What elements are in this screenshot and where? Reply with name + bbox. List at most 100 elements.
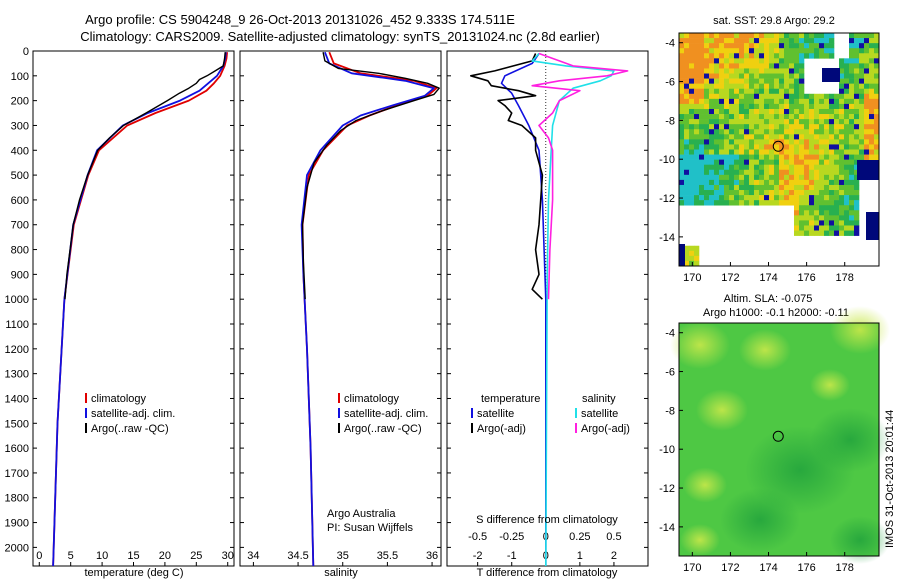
sst-cell [734,68,740,74]
sst-cell [774,169,780,176]
sst-cell [724,179,730,186]
sst-cell [744,200,750,206]
sst-cell [754,83,760,90]
temperature-legend: climatology satellite-adj. clim. Argo(..… [85,393,175,435]
sst-cell [869,103,875,110]
sst-cell [714,124,720,130]
sst-cell [794,164,800,171]
sst-cell [809,215,815,221]
sst-cell [774,48,780,54]
sst-cell [724,108,730,115]
legend-label-argo: Argo(..raw -QC) [344,423,422,435]
sst-cell [779,83,785,90]
sst-cell [734,174,740,181]
sst-cell [704,48,710,54]
sst-cell [694,88,700,95]
sst-cell [794,124,800,130]
sst-cell [694,149,700,155]
sst-cell [824,225,830,231]
sst-cell [769,83,775,90]
sst-cell [804,93,810,100]
sst-cell [684,190,690,196]
sst-cell [839,88,845,95]
sst-cell [784,144,790,150]
sst-cell [679,149,685,155]
sst-cell [754,169,760,176]
sst-cell [794,68,800,74]
sst-cell [779,68,785,74]
sst-cell [784,129,790,135]
title-line1: Argo profile: CS 5904248_9 26-Oct-2013 2… [85,12,515,27]
sst-cell [809,174,815,181]
sst-cell [744,169,750,176]
sst-cell [784,154,790,160]
sst-cell [789,98,795,105]
sst-cell [844,108,850,115]
sst-cell [874,114,880,120]
sst-cell [814,119,820,125]
sst-cell [819,169,825,176]
sst-cell [814,139,820,145]
sst-cell [804,225,810,231]
sst-cell [849,190,855,196]
sst-cell [824,149,830,155]
sst-cell [824,93,830,100]
sst-cell [759,159,765,165]
sst-cell [684,114,690,120]
sla-map-subtitle: Argo h1000: -0.1 h2000: -0.11 [703,307,849,319]
sst-cell [714,53,720,59]
difference-legend: temperature satellite Argo(-adj) salinit… [471,393,630,526]
sst-cell [809,48,815,54]
sst-cell [809,98,815,105]
sst-cell [734,83,740,90]
sst-cell [799,83,805,90]
sst-cell [809,103,815,110]
sst-cell [774,58,780,64]
sst-cell [789,33,795,39]
sst-cell [799,33,805,39]
sst-cell [869,114,875,120]
sst-cell [824,124,830,130]
sst-cell [724,164,730,171]
sst-cell [684,108,690,115]
sst-cell [689,144,695,150]
sst-cell [774,83,780,90]
sst-cell [834,129,840,135]
sst-cell [804,159,810,165]
legend-title-temperature: temperature [481,393,540,405]
sst-cell [699,33,705,39]
sst-cell [759,119,765,125]
sst-cell [834,179,840,186]
salinity-line-satellite-adj-clim- [300,51,435,566]
sst-cell [709,164,715,171]
sst-cell [794,144,800,150]
sst-cell [699,43,705,49]
sst-cell [839,190,845,196]
sst-cell [799,205,805,211]
sst-cell [699,38,705,44]
sst-cell [699,134,705,140]
sst-cell [779,174,785,181]
sst-cell [789,114,795,120]
sst-cell [744,48,750,54]
sst-cell [854,134,860,140]
sst-cell [689,190,695,196]
sst-cell [844,220,850,226]
sst-cell [854,159,860,165]
sst-cell [814,154,820,160]
sst-cell [779,53,785,59]
sst-cell [769,119,775,125]
sst-cell [729,179,735,186]
sst-cell [714,63,720,69]
sst-cell [779,98,785,105]
sst-cell [749,129,755,135]
sst-cell [714,43,720,49]
sst-cell [799,93,805,100]
sst-cell [829,48,835,54]
sst-cell [799,154,805,160]
sst-cell [834,108,840,115]
temperature-tick-label: 0 [36,550,42,562]
sst-cell [739,195,745,201]
sst-argo-marker [772,140,784,152]
sst-cell [789,48,795,54]
